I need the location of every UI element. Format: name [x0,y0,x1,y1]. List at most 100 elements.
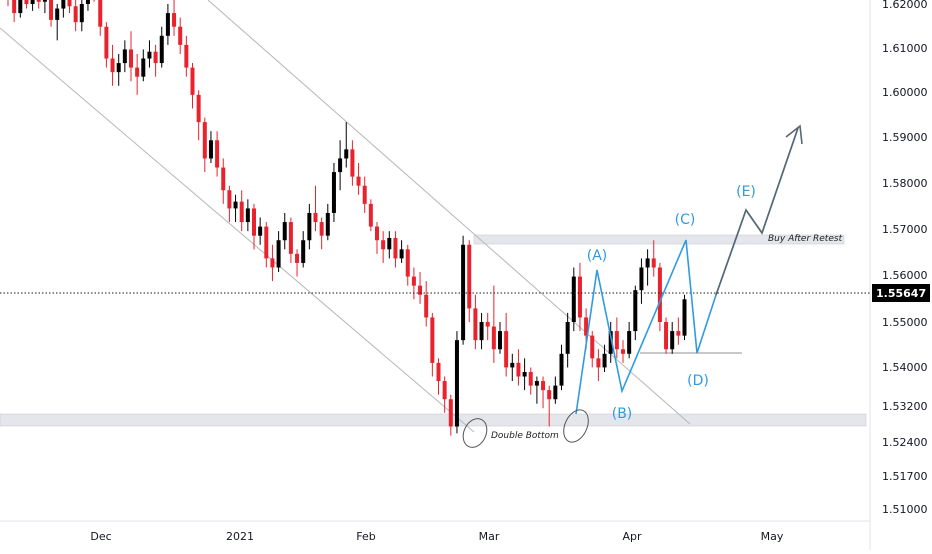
candle-body[interactable] [135,67,140,77]
candle-body[interactable] [208,140,213,159]
candle-body[interactable] [319,222,324,236]
candle-body[interactable] [276,240,281,268]
candle-body[interactable] [202,122,207,159]
candle-body[interactable] [104,26,109,59]
candle-body[interactable] [227,190,232,209]
candle-body[interactable] [270,258,275,268]
candle-body[interactable] [571,276,576,322]
candle-body[interactable] [682,299,687,336]
candle-body[interactable] [498,331,502,350]
candle-body[interactable] [301,240,306,263]
candle-body[interactable] [12,0,17,14]
candle-body[interactable] [331,172,336,213]
candle-body[interactable] [67,0,72,7]
candle-body[interactable] [344,149,349,159]
candle-body[interactable] [73,6,78,23]
candle-body[interactable] [338,158,343,173]
candle-body[interactable] [657,267,662,322]
candle-body[interactable] [547,390,552,400]
candle-body[interactable] [418,285,423,295]
candle-body[interactable] [621,349,625,354]
candle-body[interactable] [18,0,23,14]
price-axis[interactable]: 1.62000 1.61000 1.60000 1.59000 1.58000 … [882,0,928,516]
candle-body[interactable] [375,226,379,241]
candle-body[interactable] [264,226,269,259]
candle-body[interactable] [528,371,533,386]
candle-body[interactable] [461,244,466,341]
candle-body[interactable] [467,244,472,309]
candle-body[interactable] [178,26,183,45]
candle-body[interactable] [159,35,164,64]
candle-body[interactable] [405,249,410,277]
candle-body[interactable] [676,331,681,336]
candle-body[interactable] [541,381,546,391]
candle-body[interactable] [479,322,484,341]
candle-body[interactable] [165,13,170,36]
candle-body[interactable] [516,362,521,377]
candle-body[interactable] [61,0,66,9]
candle-body[interactable] [362,185,367,204]
candle-body[interactable] [522,371,527,377]
time-axis[interactable]: Dec 2021 Feb Mar Apr May [90,530,784,543]
candle-body[interactable] [184,44,189,68]
candle-body[interactable] [55,8,60,20]
candle-body[interactable] [577,276,582,318]
resistance-zone[interactable] [473,234,845,245]
candle-body[interactable] [534,381,539,386]
candle-body[interactable] [504,331,509,368]
candle-body[interactable] [565,322,570,354]
candle-body[interactable] [282,222,287,241]
candle-body[interactable] [42,0,47,2]
candle-body[interactable] [313,212,318,223]
candle-body[interactable] [172,13,177,27]
candle-body[interactable] [221,167,226,191]
candle-body[interactable] [153,51,158,64]
candle-body[interactable] [424,294,429,318]
candle-body[interactable] [473,308,478,341]
candle-body[interactable] [98,0,103,27]
candle-body[interactable] [454,340,459,427]
candle-body[interactable] [258,226,263,236]
candle-body[interactable] [129,49,133,68]
candle-body[interactable] [36,0,41,2]
candle-body[interactable] [122,49,127,64]
candle-body[interactable] [639,267,644,291]
candle-body[interactable] [325,212,330,236]
candle-body[interactable] [584,317,589,336]
candle-body[interactable] [553,385,558,400]
candle-body[interactable] [252,208,256,236]
candle-body[interactable] [356,176,361,186]
candle-body[interactable] [245,208,250,223]
double-bottom-ellipse-2[interactable] [559,406,593,446]
candle-body[interactable] [436,362,441,382]
candle-body[interactable] [215,140,220,168]
candle-body[interactable] [79,4,84,23]
candle-body[interactable] [614,331,619,350]
candle-body[interactable] [602,353,607,368]
candle-body[interactable] [448,399,453,427]
candle-body[interactable] [651,258,656,268]
candle-body[interactable] [233,201,238,209]
candle-body[interactable] [295,253,300,263]
candle-body[interactable] [24,0,29,4]
candle-body[interactable] [368,203,373,227]
candle-body[interactable] [442,381,447,400]
candle-body[interactable] [196,94,201,123]
candle-body[interactable] [350,149,355,177]
candle-body[interactable] [49,0,54,20]
candle-body[interactable] [608,331,613,354]
candle-body[interactable] [485,322,490,327]
candle-body[interactable] [387,237,392,250]
candle-body[interactable] [559,353,564,386]
double-bottom-ellipse-1[interactable] [459,415,492,451]
candle-body[interactable] [430,317,435,363]
candle-body[interactable] [110,58,115,73]
candle-body[interactable] [141,58,146,77]
candle-body[interactable] [510,362,515,368]
candle-body[interactable] [645,258,650,268]
candle-body[interactable] [491,326,496,350]
candle-body[interactable] [411,276,416,286]
support-zone[interactable] [0,413,867,427]
